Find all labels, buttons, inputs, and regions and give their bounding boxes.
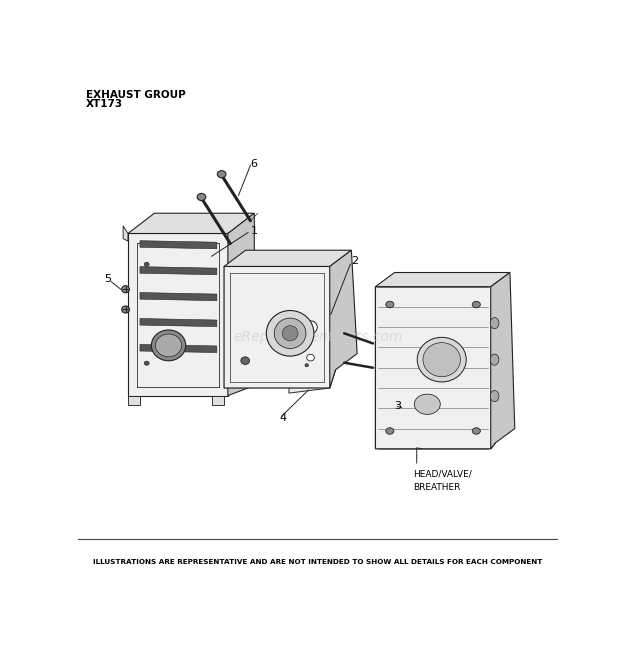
Text: XT173: XT173 [86,99,123,109]
Ellipse shape [490,391,499,401]
Ellipse shape [122,306,130,313]
Text: 2: 2 [352,257,358,266]
Text: ILLUSTRATIONS ARE REPRESENTATIVE AND ARE NOT INTENDED TO SHOW ALL DETAILS FOR EA: ILLUSTRATIONS ARE REPRESENTATIVE AND ARE… [93,559,542,565]
Text: 3: 3 [394,401,402,411]
Ellipse shape [218,170,226,178]
Polygon shape [128,234,228,395]
Ellipse shape [307,354,314,361]
Text: 5: 5 [104,274,111,284]
Text: 4: 4 [279,413,286,423]
Ellipse shape [490,354,499,365]
Polygon shape [140,293,217,301]
Ellipse shape [472,301,480,308]
Ellipse shape [144,361,149,365]
Text: BREATHER: BREATHER [413,483,460,492]
Text: eReplacementParts.com: eReplacementParts.com [233,330,402,344]
Ellipse shape [490,318,499,329]
Polygon shape [128,213,254,234]
Polygon shape [140,318,217,326]
Polygon shape [140,266,217,275]
Ellipse shape [472,428,480,434]
Polygon shape [330,250,357,388]
Polygon shape [289,282,332,393]
Polygon shape [491,272,515,449]
Ellipse shape [305,364,308,367]
Polygon shape [228,213,254,395]
Ellipse shape [423,343,461,376]
Ellipse shape [304,321,317,334]
Ellipse shape [122,286,130,293]
Polygon shape [376,287,495,449]
Polygon shape [224,266,335,388]
Ellipse shape [156,334,182,357]
Ellipse shape [267,311,314,356]
Ellipse shape [386,428,394,434]
Text: EXHAUST GROUP: EXHAUST GROUP [86,90,186,100]
Polygon shape [140,344,217,353]
Ellipse shape [197,193,206,201]
Polygon shape [123,226,128,241]
Text: 1: 1 [250,226,257,236]
Polygon shape [224,250,352,266]
Ellipse shape [274,318,306,349]
Polygon shape [128,395,140,405]
Ellipse shape [241,357,249,365]
Text: 6: 6 [250,159,257,169]
Ellipse shape [144,263,149,266]
Ellipse shape [151,330,186,361]
Ellipse shape [282,326,298,341]
Polygon shape [212,395,224,405]
Ellipse shape [417,338,466,382]
Polygon shape [376,272,510,287]
Text: HEAD/VALVE/: HEAD/VALVE/ [413,469,472,478]
Ellipse shape [414,394,440,415]
Ellipse shape [386,301,394,308]
Polygon shape [140,241,217,249]
